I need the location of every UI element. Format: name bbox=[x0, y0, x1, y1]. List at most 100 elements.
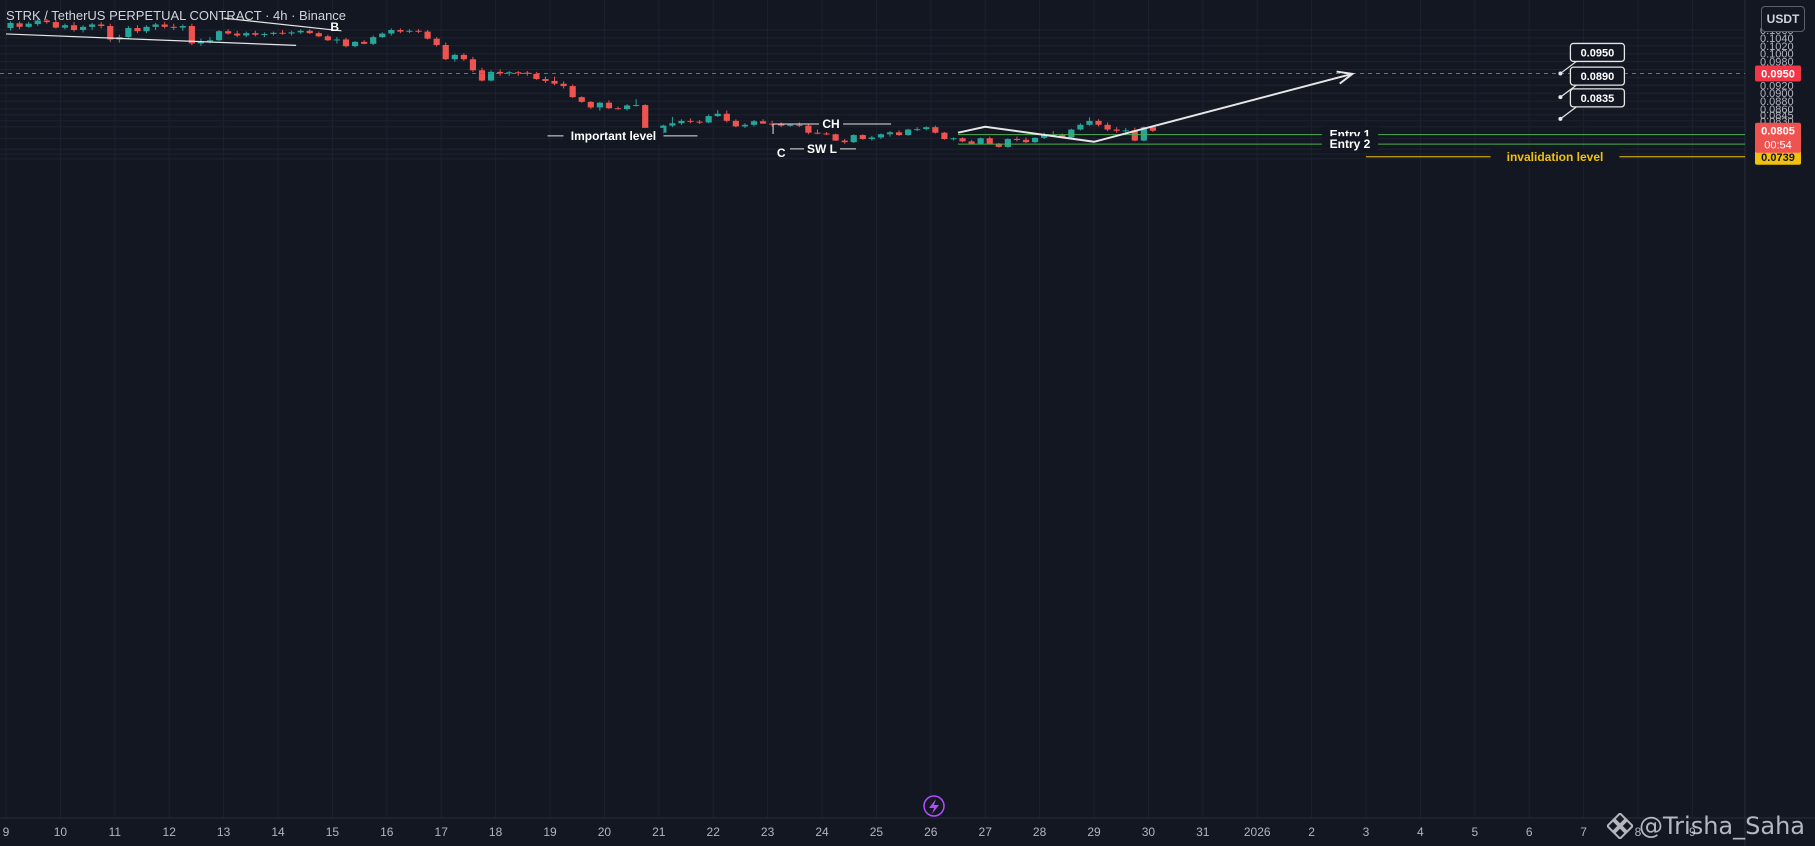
candle[interactable] bbox=[7, 21, 14, 31]
candle[interactable] bbox=[542, 76, 549, 83]
candle[interactable] bbox=[315, 31, 322, 38]
candle[interactable] bbox=[61, 23, 69, 30]
candle[interactable] bbox=[433, 37, 440, 47]
candle[interactable] bbox=[270, 31, 277, 36]
candle[interactable] bbox=[614, 106, 622, 110]
candle[interactable] bbox=[279, 30, 286, 35]
candle[interactable] bbox=[1068, 128, 1075, 139]
candle[interactable] bbox=[886, 131, 894, 137]
candle[interactable] bbox=[959, 137, 966, 143]
candle[interactable] bbox=[143, 25, 150, 34]
candle[interactable] bbox=[288, 30, 295, 36]
candle[interactable] bbox=[687, 118, 694, 124]
candle[interactable] bbox=[515, 71, 522, 76]
candle[interactable] bbox=[361, 40, 368, 45]
candle[interactable] bbox=[34, 18, 41, 27]
candle[interactable] bbox=[469, 56, 477, 72]
candle[interactable] bbox=[70, 22, 78, 32]
candle[interactable] bbox=[333, 37, 341, 44]
annotation[interactable]: CH bbox=[772, 116, 892, 135]
candle[interactable] bbox=[125, 26, 132, 38]
trendline[interactable] bbox=[5, 33, 297, 47]
candle[interactable] bbox=[841, 139, 848, 144]
candle[interactable] bbox=[859, 134, 866, 140]
candle[interactable] bbox=[977, 137, 984, 145]
candle[interactable] bbox=[52, 19, 59, 29]
candle[interactable] bbox=[506, 71, 513, 76]
annotation[interactable]: B bbox=[330, 20, 339, 34]
candle[interactable] bbox=[261, 32, 268, 38]
candle[interactable] bbox=[741, 123, 749, 128]
candle[interactable] bbox=[569, 84, 576, 98]
candle[interactable] bbox=[578, 96, 585, 103]
candle[interactable] bbox=[723, 110, 730, 123]
candle[interactable] bbox=[442, 42, 449, 61]
candle[interactable] bbox=[252, 30, 259, 37]
candle[interactable] bbox=[451, 53, 458, 62]
candle[interactable] bbox=[705, 114, 712, 124]
candle[interactable] bbox=[759, 119, 767, 125]
candle[interactable] bbox=[1013, 136, 1021, 142]
annotation[interactable]: SW L bbox=[790, 140, 856, 157]
candle[interactable] bbox=[79, 25, 87, 33]
candle[interactable] bbox=[170, 23, 177, 30]
candle[interactable] bbox=[25, 21, 32, 28]
annotation[interactable]: C bbox=[777, 146, 786, 160]
trendline[interactable] bbox=[223, 17, 342, 32]
symbol-title[interactable]: STRK / TetherUS PERPETUAL CONTRACT · 4h … bbox=[6, 8, 347, 23]
candle[interactable] bbox=[895, 130, 903, 136]
candle[interactable] bbox=[986, 136, 993, 145]
candle[interactable] bbox=[370, 35, 377, 46]
currency-unit-button[interactable]: USDT bbox=[1761, 6, 1805, 32]
candle[interactable] bbox=[478, 67, 486, 82]
candle[interactable] bbox=[623, 104, 631, 111]
candle[interactable] bbox=[1086, 117, 1093, 126]
candle[interactable] bbox=[179, 24, 186, 31]
target-callout[interactable]: 0.0890 bbox=[1558, 66, 1626, 100]
candle[interactable] bbox=[324, 34, 331, 42]
candle[interactable] bbox=[905, 128, 912, 136]
candle[interactable] bbox=[633, 99, 640, 107]
candle[interactable] bbox=[714, 110, 721, 117]
candle[interactable] bbox=[560, 81, 567, 89]
candle[interactable] bbox=[1095, 119, 1102, 127]
candle[interactable] bbox=[107, 23, 114, 42]
candle[interactable] bbox=[1004, 138, 1011, 148]
candle[interactable] bbox=[424, 30, 431, 40]
candle[interactable] bbox=[551, 76, 558, 86]
candle[interactable] bbox=[16, 21, 23, 30]
target-callout[interactable]: 0.0950 bbox=[1558, 42, 1626, 76]
candle[interactable] bbox=[877, 133, 885, 140]
candle[interactable] bbox=[1077, 123, 1084, 131]
candle[interactable] bbox=[134, 25, 141, 34]
candle[interactable] bbox=[388, 28, 395, 36]
candle[interactable] bbox=[234, 30, 241, 38]
candle[interactable] bbox=[605, 100, 613, 109]
candle[interactable] bbox=[351, 41, 359, 48]
candle[interactable] bbox=[524, 71, 531, 76]
candle[interactable] bbox=[678, 119, 685, 125]
candle[interactable] bbox=[1113, 127, 1120, 133]
bolt-icon[interactable] bbox=[923, 795, 945, 817]
candle[interactable] bbox=[98, 22, 105, 29]
candle[interactable] bbox=[161, 22, 168, 29]
candle[interactable] bbox=[868, 135, 875, 141]
candle[interactable] bbox=[923, 126, 930, 131]
candle[interactable] bbox=[306, 29, 313, 34]
candle[interactable] bbox=[796, 122, 803, 128]
candle[interactable] bbox=[778, 122, 785, 128]
candle[interactable] bbox=[941, 131, 948, 140]
projection-path[interactable] bbox=[957, 72, 1353, 143]
candle[interactable] bbox=[950, 137, 957, 141]
candle[interactable] bbox=[297, 29, 304, 34]
candle[interactable] bbox=[43, 18, 50, 24]
candle[interactable] bbox=[379, 32, 386, 38]
candle[interactable] bbox=[587, 101, 594, 109]
candle[interactable] bbox=[696, 120, 703, 125]
candle[interactable] bbox=[750, 120, 758, 127]
candle[interactable] bbox=[1104, 122, 1111, 132]
candle[interactable] bbox=[669, 116, 676, 128]
candle[interactable] bbox=[932, 125, 939, 134]
candle[interactable] bbox=[814, 129, 821, 135]
